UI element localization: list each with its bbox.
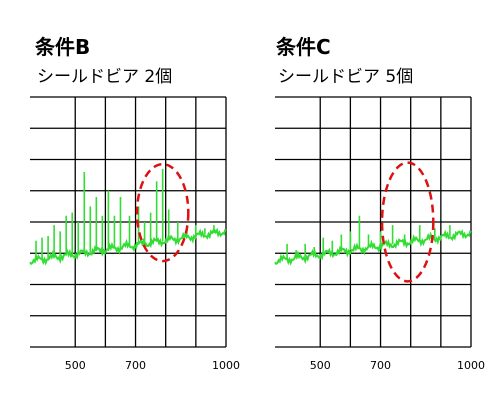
series-line xyxy=(274,229,472,266)
x-tick-label: 1000 xyxy=(457,359,485,372)
chart-plot: 500 700 1000 xyxy=(29,96,240,372)
highlight-ellipse xyxy=(135,162,190,263)
x-tick-label: 500 xyxy=(310,359,331,372)
chart-title: 条件B xyxy=(35,35,91,59)
x-tick-label: 700 xyxy=(370,359,391,372)
chart-panel-c: 条件C シールドビア 5個 500 700 1000 xyxy=(245,0,500,406)
chart-panel-b: 条件B シールドビア 2個 500 700 1000 xyxy=(29,35,240,372)
series-line xyxy=(29,227,227,266)
x-tick-label: 500 xyxy=(65,359,86,372)
chart-plot: 500 700 1000 xyxy=(274,96,485,372)
chart-title: 条件C xyxy=(276,35,331,59)
chart-subtitle: シールドビア 5個 xyxy=(278,67,414,87)
chart-subtitle: シールドビア 2個 xyxy=(37,67,173,87)
highlight-ellipse xyxy=(380,161,435,283)
x-tick-label: 1000 xyxy=(212,359,240,372)
x-tick-label: 700 xyxy=(125,359,146,372)
